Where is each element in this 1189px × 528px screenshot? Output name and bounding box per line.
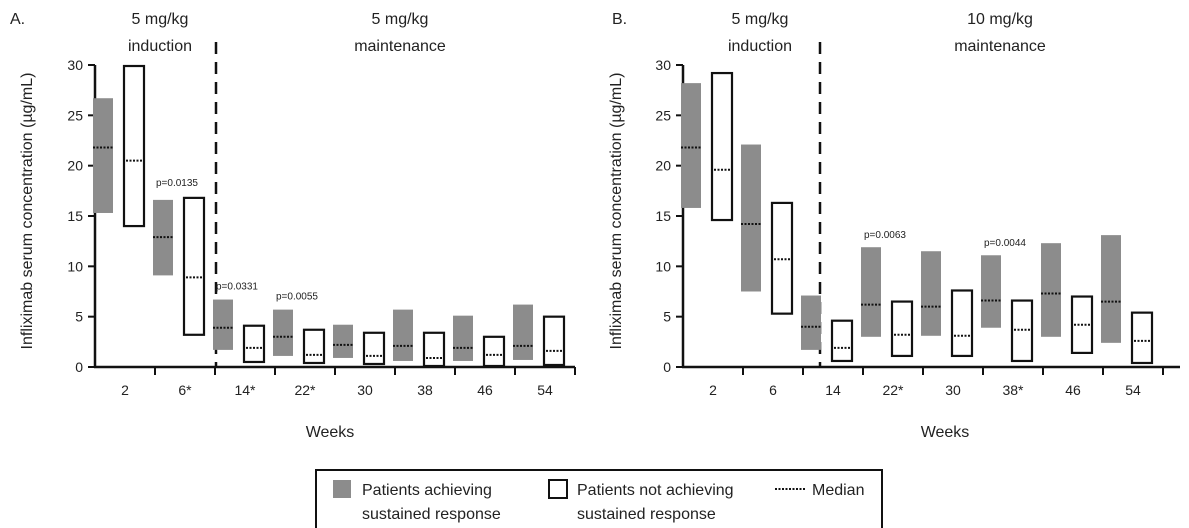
legend-median: Median: [812, 482, 864, 499]
x-axis-label: Weeks: [921, 424, 970, 441]
box-not-achieving: [1010, 299, 1034, 363]
y-tick-label: 0: [663, 359, 671, 375]
box-not-achieving: [1130, 311, 1154, 365]
box-achieving: [453, 315, 473, 361]
legend-achieving-line2: sustained response: [362, 506, 501, 523]
box-achieving: [273, 309, 293, 356]
box-achieving: [213, 299, 233, 350]
box-not-achieving: [830, 319, 854, 363]
box-achieving: [1041, 243, 1061, 337]
x-tick-label: 46: [1065, 382, 1081, 398]
x-tick-label: 30: [357, 382, 373, 398]
box-not-achieving: [950, 289, 974, 358]
box-not-achieving: [422, 331, 446, 368]
x-tick-label: 22*: [294, 382, 316, 398]
x-tick-label: 54: [1125, 382, 1141, 398]
y-tick-label: 25: [655, 107, 671, 123]
y-tick-label: 0: [75, 359, 83, 375]
box-achieving: [681, 83, 701, 208]
x-tick-label: 38: [417, 382, 433, 398]
box-not-achieving: [710, 71, 734, 222]
phase-maintenance-label: maintenance: [954, 38, 1046, 55]
box-not-achieving: [542, 315, 566, 367]
x-tick-label: 22*: [882, 382, 904, 398]
y-tick-label: 30: [655, 57, 671, 73]
box-achieving: [393, 309, 413, 361]
box-not-achieving: [770, 201, 794, 315]
x-tick-label: 14*: [234, 382, 256, 398]
x-tick-label: 6: [769, 382, 777, 398]
p-value-label: p=0.0135: [156, 178, 198, 189]
phase-maintenance-dose: 5 mg/kg: [372, 11, 429, 28]
p-value-label: p=0.0331: [216, 281, 258, 292]
y-tick-label: 10: [655, 258, 671, 274]
box-not-achieving: [302, 328, 326, 365]
box-not-achieving: [362, 331, 386, 366]
y-axis-label: Infliximab serum concentration (µg/mL): [19, 73, 36, 350]
box-not-achieving: [890, 300, 914, 358]
y-tick-label: 30: [67, 57, 83, 73]
box-not-achieving: [242, 324, 266, 364]
x-tick-label: 38*: [1002, 382, 1024, 398]
panel-label: A.: [10, 11, 25, 28]
x-tick-label: 2: [709, 382, 717, 398]
legend-not-achieving-line2: sustained response: [577, 506, 716, 523]
p-value-label: p=0.0044: [984, 238, 1026, 249]
x-axis-label: Weeks: [306, 424, 355, 441]
y-tick-label: 15: [67, 208, 83, 224]
x-tick-label: 46: [477, 382, 493, 398]
box-achieving: [333, 324, 353, 358]
p-value-label: p=0.0055: [276, 292, 318, 303]
box-not-achieving: [122, 64, 146, 228]
legend-swatch-not-achieving: [548, 479, 568, 499]
x-tick-label: 30: [945, 382, 961, 398]
y-tick-label: 25: [67, 107, 83, 123]
box-achieving: [861, 247, 881, 337]
legend-swatch-achieving: [333, 480, 351, 498]
box-not-achieving: [182, 196, 206, 336]
x-tick-label: 14: [825, 382, 841, 398]
box-achieving: [981, 255, 1001, 328]
x-tick-label: 54: [537, 382, 553, 398]
box-achieving: [801, 295, 821, 350]
y-tick-label: 10: [67, 258, 83, 274]
legend-achieving-line1: Patients achieving: [362, 482, 492, 499]
box-achieving: [153, 199, 173, 276]
phase-induction-label: induction: [128, 38, 192, 55]
box-achieving: [921, 251, 941, 336]
panel-b: B. 5 mg/kg induction 10 mg/kg maintenance 0 5 1…: [608, 11, 1180, 441]
legend: Patients achieving sustained response Pa…: [315, 469, 883, 528]
panel-label: B.: [612, 11, 627, 28]
box-achieving: [741, 144, 761, 292]
x-tick-label: 6*: [178, 382, 192, 398]
box-achieving: [93, 98, 113, 213]
y-tick-label: 15: [655, 208, 671, 224]
legend-not-achieving-line1: Patients not achieving: [577, 482, 734, 499]
y-tick-label: 5: [75, 309, 83, 325]
y-tick-label: 20: [67, 158, 83, 174]
phase-induction-dose: 5 mg/kg: [732, 11, 789, 28]
box-achieving: [1101, 235, 1121, 343]
phase-maintenance-dose: 10 mg/kg: [967, 11, 1033, 28]
x-tick-label: 2: [121, 382, 129, 398]
phase-induction-dose: 5 mg/kg: [132, 11, 189, 28]
box-not-achieving: [482, 335, 506, 368]
y-tick-label: 5: [663, 309, 671, 325]
phase-induction-label: induction: [728, 38, 792, 55]
legend-frame: [315, 469, 883, 528]
box-achieving: [513, 304, 533, 360]
panel-a: A. 5 mg/kg induction 5 mg/kg maintenance 0 5 10…: [10, 11, 576, 441]
y-tick-label: 20: [655, 158, 671, 174]
phase-maintenance-label: maintenance: [354, 38, 446, 55]
y-axis-label: Infliximab serum concentration (µg/mL): [608, 73, 625, 350]
p-value-label: p=0.0063: [864, 230, 906, 241]
